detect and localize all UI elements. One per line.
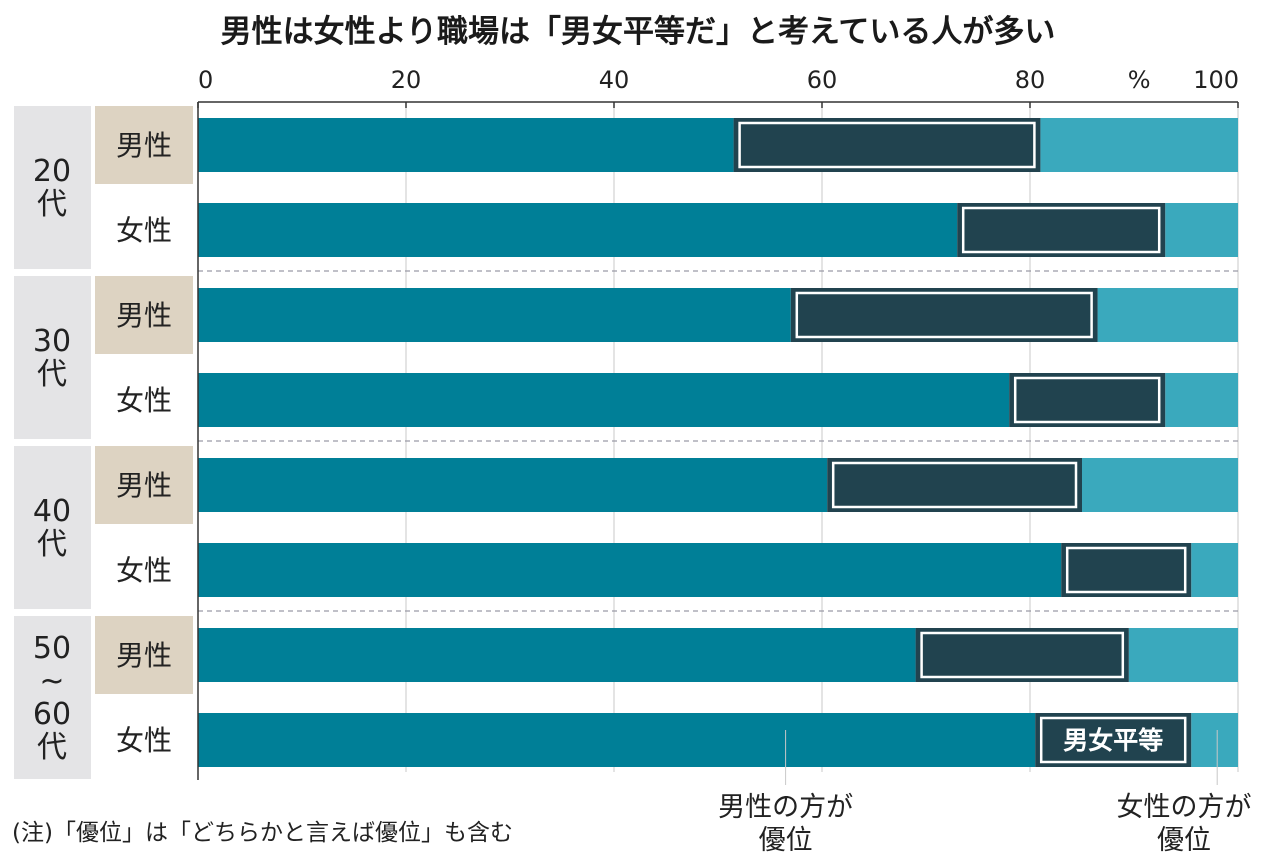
bar-equal-outline <box>961 206 1161 254</box>
x-tick-label: 0 <box>198 66 213 94</box>
bar-equal <box>827 458 1082 512</box>
sex-label: 女性 <box>116 554 172 587</box>
sex-label: 男性 <box>116 299 172 332</box>
bar-men-advantage <box>198 713 1036 767</box>
bar-men-advantage <box>198 203 958 257</box>
x-axis: 0 20 40 60 80 100% <box>197 66 1239 780</box>
annotation-women-advantage: 女性の方が <box>1117 792 1252 823</box>
bar-women-advantage <box>1165 373 1238 427</box>
x-tick-label: 20 <box>391 66 422 94</box>
age-group-label: 代 <box>37 527 67 562</box>
annotation-men-advantage: 男性の方が <box>718 792 853 823</box>
x-tick-label: 80 <box>1015 66 1046 94</box>
age-group-label: 20 <box>33 154 71 189</box>
age-group-label: 代 <box>37 357 67 392</box>
bar-equal-outline <box>1013 376 1161 424</box>
x-tick-label: 100 <box>1193 66 1239 94</box>
age-group-label: 代 <box>37 187 67 222</box>
bar-women-advantage <box>1097 288 1238 342</box>
annotation-men-advantage: 優位 <box>759 825 813 856</box>
bar-women-advantage <box>1082 458 1238 512</box>
x-tick-label: 40 <box>599 66 630 94</box>
age-group-label: 30 <box>33 324 71 359</box>
bar-women-advantage <box>1128 628 1238 682</box>
bar-women-advantage <box>1191 543 1238 597</box>
bar-men-advantage <box>198 118 734 172</box>
bar-equal <box>790 288 1098 342</box>
bar-equal-outline <box>795 291 1093 339</box>
bar-equal-outline <box>738 121 1036 169</box>
age-group-label: ~ <box>39 664 64 699</box>
bar-women-advantage <box>1040 118 1238 172</box>
bar-men-advantage <box>198 288 791 342</box>
bar-men-advantage <box>198 373 1010 427</box>
male-label-bg <box>95 446 193 524</box>
age-group-label: 代 <box>37 730 67 765</box>
age-group-box <box>14 276 91 439</box>
bar-equal-outline <box>831 461 1078 509</box>
equal-inline-label: 男女平等 <box>1063 726 1163 755</box>
sex-label: 女性 <box>116 384 172 417</box>
male-label-bg <box>95 106 193 184</box>
bar-equal <box>1035 713 1192 767</box>
sex-label: 男性 <box>116 639 172 672</box>
male-label-bg <box>95 616 193 694</box>
sex-label: 女性 <box>116 724 172 757</box>
sex-label: 男性 <box>116 129 172 162</box>
age-group-box <box>14 616 91 779</box>
x-tick-label: 60 <box>807 66 838 94</box>
footnote: (注)「優位」は「どちらかと言えば優位」も含む <box>12 820 513 846</box>
age-group-label: 60 <box>33 697 71 732</box>
bar-equal <box>733 118 1041 172</box>
bar-equal-outline <box>920 631 1125 679</box>
age-group-label: 50 <box>33 631 71 666</box>
sex-label: 男性 <box>116 469 172 502</box>
bar-equal <box>915 628 1129 682</box>
bar-equal <box>1009 373 1166 427</box>
chart-title: 男性は女性より職場は「男女平等だ」と考えている人が多い <box>221 14 1056 50</box>
age-group-box <box>14 446 91 609</box>
bar-equal <box>957 203 1166 257</box>
bar-equal-outline <box>1039 716 1187 764</box>
age-group-box <box>14 106 91 269</box>
bar-men-advantage <box>198 628 916 682</box>
bar-men-advantage <box>198 458 828 512</box>
bar-men-advantage <box>198 543 1062 597</box>
bar-equal <box>1061 543 1192 597</box>
bar-women-advantage <box>1191 713 1238 767</box>
bars: 男女平等 <box>198 118 1238 767</box>
bar-women-advantage <box>1165 203 1238 257</box>
age-group-label: 40 <box>33 494 71 529</box>
sex-label: 女性 <box>116 214 172 247</box>
male-label-bg <box>95 276 193 354</box>
annotation-women-advantage: 優位 <box>1157 825 1211 856</box>
unit-label: % <box>1128 66 1151 94</box>
bar-equal-outline <box>1065 546 1187 594</box>
